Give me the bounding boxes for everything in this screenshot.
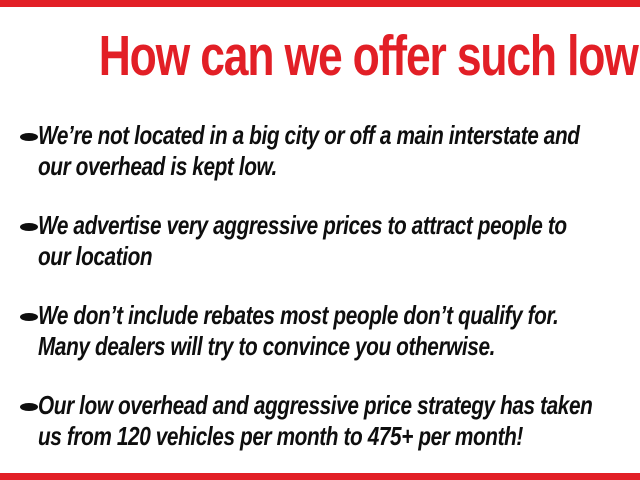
bullet-line: us from 120 vehicles per month to 475+ p… — [38, 421, 523, 451]
page-title: How can we offer such low prices? — [0, 26, 640, 86]
bullet-text: We’re not located in a big city or off a… — [38, 120, 580, 182]
bottom-accent-bar — [0, 473, 640, 480]
bullet-icon — [20, 133, 38, 141]
top-accent-bar — [0, 0, 640, 7]
bullet-line: We’re not located in a big city or off a… — [38, 120, 580, 150]
bullet-text: We don’t include rebates most people don… — [38, 300, 559, 362]
bullet-line: Our low overhead and aggressive price st… — [38, 390, 593, 420]
bullet-text: Our low overhead and aggressive price st… — [38, 390, 593, 452]
bullet-icon — [20, 223, 38, 231]
list-item: We’re not located in a big city or off a… — [20, 120, 630, 182]
bullet-icon — [20, 403, 38, 411]
list-item: We don’t include rebates most people don… — [20, 300, 630, 362]
bullet-line: Many dealers will try to convince you ot… — [38, 331, 496, 361]
bullet-line: We advertise very aggressive prices to a… — [38, 210, 567, 240]
list-item: Our low overhead and aggressive price st… — [20, 390, 630, 452]
list-item: We advertise very aggressive prices to a… — [20, 210, 630, 272]
bullet-line: our location — [38, 241, 153, 271]
page-title-text: How can we offer such low prices? — [98, 24, 640, 88]
bullet-line: our overhead is kept low. — [38, 151, 277, 181]
bullet-text: We advertise very aggressive prices to a… — [38, 210, 567, 272]
bullet-line: We don’t include rebates most people don… — [38, 300, 559, 330]
bullet-icon — [20, 313, 38, 321]
